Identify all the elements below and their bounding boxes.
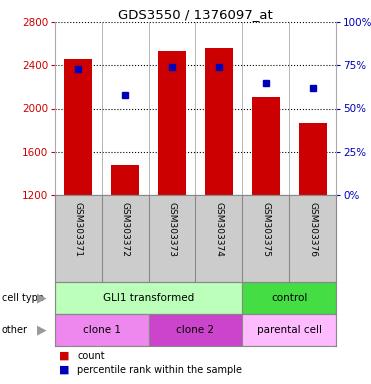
Bar (252, 97, 280, 195)
Text: GSM303371: GSM303371 (74, 202, 83, 257)
Text: count: count (77, 351, 105, 361)
Text: GSM303375: GSM303375 (261, 202, 270, 257)
Text: cell type: cell type (2, 293, 44, 303)
Bar (205, 48, 233, 195)
Bar (158, 51, 186, 195)
Text: ■: ■ (59, 365, 69, 375)
Bar (55, 282, 242, 314)
Text: clone 1: clone 1 (83, 325, 121, 335)
Text: control: control (271, 293, 307, 303)
Text: clone 2: clone 2 (177, 325, 214, 335)
Bar (242, 314, 336, 346)
Text: GSM303373: GSM303373 (168, 202, 177, 257)
Text: ■: ■ (59, 351, 69, 361)
Text: GSM303374: GSM303374 (214, 202, 223, 257)
Text: ▶: ▶ (37, 291, 47, 305)
Title: GDS3550 / 1376097_at: GDS3550 / 1376097_at (118, 8, 273, 21)
Text: parental cell: parental cell (257, 325, 322, 335)
Text: other: other (2, 325, 28, 335)
Bar (111, 165, 139, 195)
Bar (299, 122, 326, 195)
Text: ▶: ▶ (37, 323, 47, 336)
Bar (149, 314, 242, 346)
Bar (55, 314, 149, 346)
Bar (242, 282, 336, 314)
Text: GLI1 transformed: GLI1 transformed (103, 293, 194, 303)
Text: GSM303376: GSM303376 (308, 202, 317, 257)
Text: GSM303372: GSM303372 (121, 202, 130, 257)
Text: percentile rank within the sample: percentile rank within the sample (77, 365, 242, 375)
Bar (64, 59, 92, 195)
